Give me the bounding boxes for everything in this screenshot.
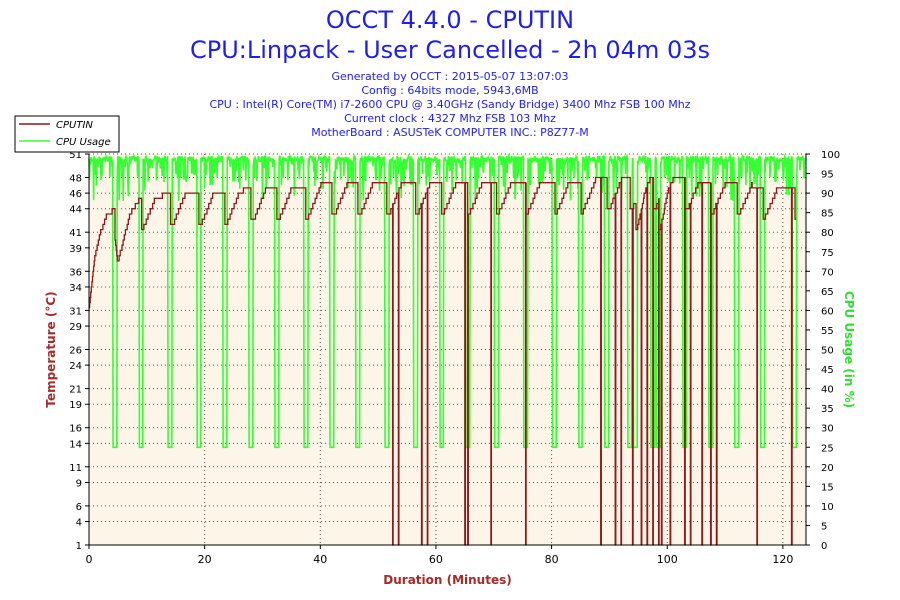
y2-tick-label: 40: [821, 385, 834, 396]
y2-tick-label: 0: [821, 541, 827, 552]
y-tick-label: 1: [76, 541, 82, 552]
y-tick-label: 39: [69, 244, 82, 255]
series-cpu-usage-line: [88, 152, 807, 449]
y-tick-label: 48: [69, 173, 82, 184]
y2-tick-label: 15: [821, 482, 834, 493]
y2-tick-label: 30: [821, 424, 834, 435]
y2-tick-label: 80: [821, 228, 834, 239]
y2-tick-label: 25: [821, 443, 834, 454]
y2-tick-label: 50: [821, 346, 834, 357]
y-tick-label: 41: [69, 228, 82, 239]
info-current-clock: Current clock : 4327 Mhz FSB 103 Mhz: [344, 112, 556, 125]
chart-subtitle: CPU:Linpack - User Cancelled - 2h 04m 03…: [189, 36, 710, 64]
y-tick-label: 36: [69, 267, 82, 278]
y-axis-label-left: Temperature (°C): [44, 291, 58, 407]
y-tick-label: 34: [69, 283, 82, 294]
x-tick-label: 100: [657, 553, 678, 566]
series-cputin-line: [88, 176, 797, 546]
y2-tick-label: 60: [821, 306, 834, 317]
info-cpu: CPU : Intel(R) Core(TM) i7-2600 CPU @ 3.…: [209, 98, 691, 111]
legend-cputin-label: CPUTIN: [56, 120, 93, 131]
y-tick-label: 26: [69, 346, 82, 357]
x-axis-label: Duration (Minutes): [383, 573, 511, 587]
y2-tick-label: 65: [821, 287, 834, 298]
x-tick-label: 20: [198, 553, 212, 566]
y-tick-label: 14: [69, 439, 82, 450]
y-tick-label: 11: [69, 463, 82, 474]
axes: 0 20 40 60 80 100 1201469111416192124262931343…: [44, 150, 856, 587]
y-axis-label-right: CPU Usage (in %): [842, 291, 856, 408]
y2-tick-label: 20: [821, 463, 834, 474]
y-tick-label: 46: [69, 189, 82, 200]
y-tick-label: 9: [76, 478, 82, 489]
y2-tick-label: 70: [821, 267, 834, 278]
legend-cpu-usage-label: CPU Usage: [56, 137, 111, 148]
y-tick-label: 29: [69, 322, 82, 333]
y2-tick-label: 35: [821, 404, 834, 415]
y-tick-label: 16: [69, 424, 82, 435]
y-tick-label: 19: [69, 400, 82, 411]
y-tick-label: 4: [76, 518, 82, 529]
info-generated: Generated by OCCT : 2015-05-07 13:07:03: [331, 70, 569, 83]
chart-title: OCCT 4.4.0 - CPUTIN: [325, 6, 575, 34]
y2-tick-label: 10: [821, 502, 834, 513]
info-config: Config : 64bits mode, 5943,6MB: [361, 84, 539, 97]
legend: CPUTIN CPU Usage: [14, 115, 120, 153]
legend-box: [14, 115, 120, 153]
y-tick-label: 21: [69, 385, 82, 396]
x-tick-label: 0: [86, 553, 93, 566]
y2-tick-label: 75: [821, 248, 834, 259]
y-tick-label: 31: [69, 306, 82, 317]
y2-tick-label: 90: [821, 189, 834, 200]
x-tick-label: 120: [772, 553, 793, 566]
y-tick-label: 6: [76, 502, 82, 513]
y2-tick-label: 55: [821, 326, 834, 337]
series-layer: [88, 152, 807, 546]
x-tick-label: 60: [429, 553, 443, 566]
y2-tick-label: 95: [821, 170, 834, 181]
y-tick-label: 44: [69, 205, 82, 216]
y-tick-label: 24: [69, 361, 82, 372]
y2-tick-label: 100: [821, 150, 840, 161]
y-tick-label: 51: [69, 150, 82, 161]
info-motherboard: MotherBoard : ASUSTeK COMPUTER INC.: P8Z…: [311, 126, 589, 139]
y2-tick-label: 5: [821, 521, 827, 532]
y2-tick-label: 85: [821, 209, 834, 220]
y2-tick-label: 45: [821, 365, 834, 376]
x-tick-label: 80: [545, 553, 559, 566]
x-tick-label: 40: [313, 553, 327, 566]
